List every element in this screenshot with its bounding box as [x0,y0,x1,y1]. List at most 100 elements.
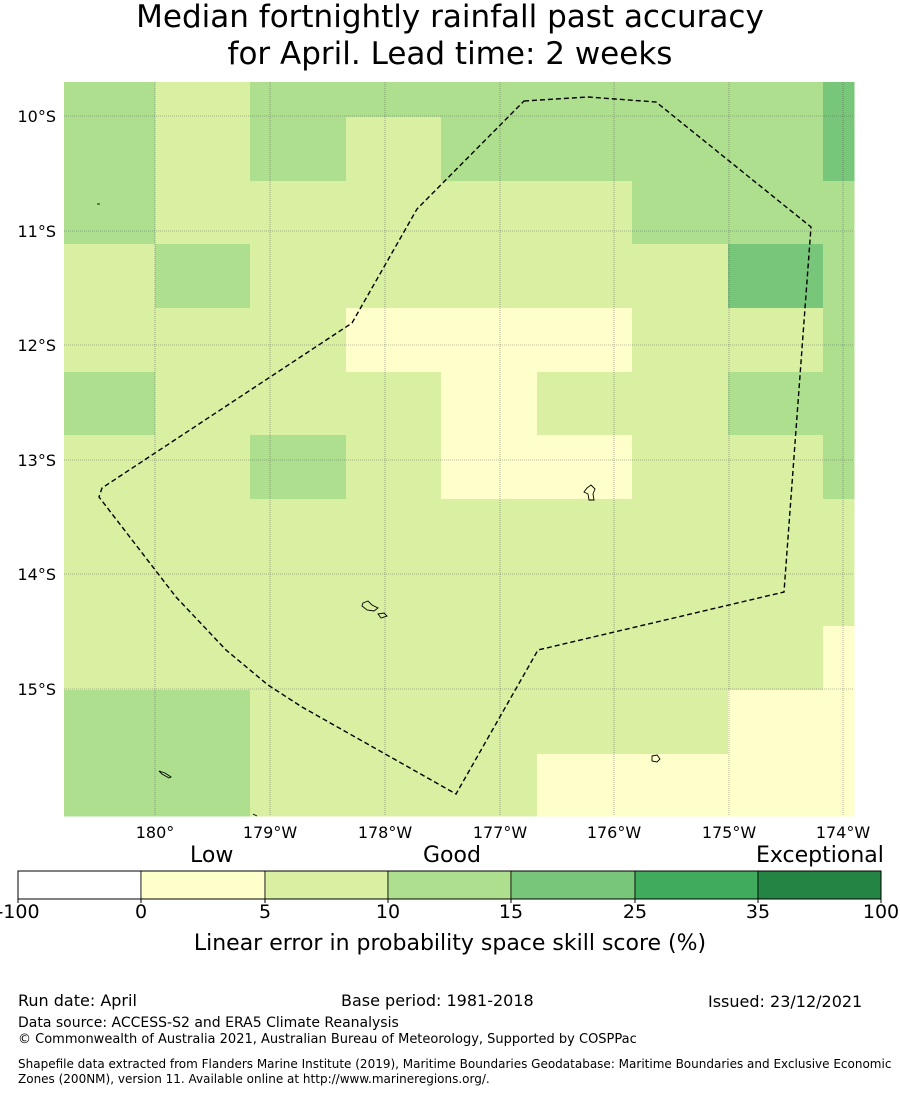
grid-cell [64,117,156,182]
grid-cell [823,181,855,245]
data-source: Data source: ACCESS-S2 and ERA5 Climate … [18,1015,399,1031]
grid-cell [728,117,824,182]
grid-cell [441,181,538,245]
colorbar-axis-label: Linear error in probability space skill … [193,931,707,956]
grid-cell [346,244,442,309]
grid-cell [728,435,824,500]
colorbar-tick-label: 5 [258,901,272,923]
colorbar-word-exceptional: Exceptional [756,843,884,868]
grid-cell [64,308,156,373]
grid-cell [632,181,729,245]
grid-cell [823,372,855,436]
grid-cell [250,690,347,755]
shapefile-credit: Shapefile data extracted from Flanders M… [18,1057,892,1086]
colorbar-swatch [264,870,389,900]
grid-cell [155,82,251,118]
grid-cell [441,244,538,309]
grid-cell [155,499,251,564]
colorbar-swatch [510,870,636,900]
grid-cell [537,563,633,627]
grid-cell [250,372,347,436]
grid-cell [823,308,855,373]
grid-cell [823,499,855,564]
colorbar [17,870,882,903]
grid-cell [632,82,729,118]
grid-cell [728,372,824,436]
latitude-label: 15°S [17,680,56,699]
eez-boundary-dashed-line [98,96,812,795]
grid-cell [823,626,855,691]
grid-cell [823,244,855,309]
grid-cell [823,690,855,755]
grid-cell [64,372,156,436]
grid-cell [632,499,729,564]
grid-cell [346,626,442,691]
grid-cell [537,244,633,309]
grid-cell [250,563,347,627]
colorbar-tick-label: 0 [134,901,148,923]
grid-cell [346,435,442,500]
longitude-label: 179°W [243,823,298,842]
grid-cell [155,690,251,755]
grid-cell [346,754,442,817]
grid-cell [64,690,156,755]
grid-cell [632,372,729,436]
grid-cell [728,244,824,309]
grid-cell [537,308,633,373]
grid-cell [823,82,855,118]
grid-cell [441,563,538,627]
island-west-small [377,612,388,619]
latitude-label: 14°S [17,565,56,584]
grid-cell [441,690,538,755]
latitude-label: 11°S [17,222,56,241]
island-west [361,600,379,612]
grid-cell [441,499,538,564]
grid-cell [155,181,251,245]
longitude-labels: 180° 179°W 178°W 177°W 176°W 175°W 174°W [136,823,871,842]
grid-cell [64,499,156,564]
grid-cell [64,181,156,245]
longitude-label: 176°W [587,823,642,842]
grid-cell [64,563,156,627]
grid-cell [155,435,251,500]
grid-cell [250,82,347,118]
grid-cell [632,308,729,373]
grid-cell [537,499,633,564]
grid-cell [155,372,251,436]
grid-cell [441,626,538,691]
grid-cell [537,435,633,500]
grid-cell [250,308,347,373]
grid-cell [441,372,538,436]
grid-cell [441,435,538,500]
colorbar-swatch [634,870,759,900]
colorbar-word-good: Good [423,843,481,868]
latitude-labels: 10°S 11°S 12°S 13°S 14°S 15°S [17,107,56,699]
grid-cell [823,754,855,817]
grid-cell [537,626,633,691]
map-title-line-2: for April. Lead time: 2 weeks [227,36,673,72]
grid-cell [155,308,251,373]
grid-cell [250,117,347,182]
colorbar-tick-label: 25 [622,901,648,923]
longitude-label: 177°W [473,823,528,842]
grid-cell [632,690,729,755]
grid-cell [346,499,442,564]
grid-cell [155,244,251,309]
colorbar-outline [17,870,882,900]
grid-cell [346,372,442,436]
colorbar-swatch [757,870,882,900]
longitude-label: 178°W [358,823,413,842]
colorbar-tick-label: 35 [745,901,771,923]
colorbar-swatch [140,870,266,900]
grid-cell [346,117,442,182]
latitude-label: 10°S [17,107,56,126]
grid-cell [823,435,855,500]
grid-cell [155,754,251,817]
grid-cell [728,626,824,691]
grid-cell [441,82,538,118]
skill-grid [64,82,855,817]
copyright: © Commonwealth of Australia 2021, Austra… [18,1032,637,1047]
latitude-label: 13°S [17,451,56,470]
longitude-label: 180° [136,823,175,842]
grid-cell [250,754,347,817]
